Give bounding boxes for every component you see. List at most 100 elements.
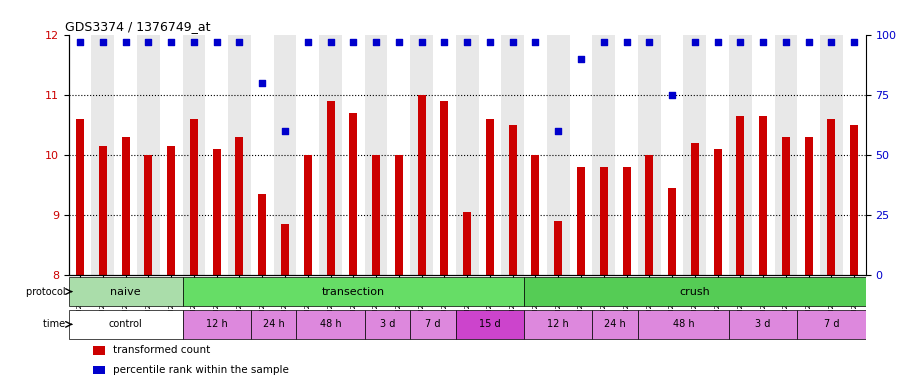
Point bbox=[619, 39, 634, 45]
Point bbox=[391, 39, 406, 45]
Bar bbox=[297, 35, 319, 275]
Bar bbox=[190, 119, 198, 275]
Bar bbox=[524, 35, 547, 275]
Bar bbox=[433, 35, 456, 275]
Point bbox=[369, 39, 384, 45]
Bar bbox=[395, 155, 403, 275]
Bar bbox=[501, 35, 524, 275]
Point bbox=[756, 39, 770, 45]
Text: 48 h: 48 h bbox=[672, 319, 694, 329]
Point bbox=[710, 39, 725, 45]
Point bbox=[642, 39, 657, 45]
Bar bbox=[577, 167, 585, 275]
Bar bbox=[623, 167, 630, 275]
Point bbox=[529, 39, 543, 45]
Bar bbox=[387, 35, 410, 275]
Bar bbox=[759, 116, 767, 275]
Bar bbox=[93, 366, 104, 374]
Text: 7 d: 7 d bbox=[823, 319, 839, 329]
Bar bbox=[524, 277, 866, 306]
Bar bbox=[593, 310, 638, 339]
Point bbox=[323, 39, 338, 45]
Bar bbox=[827, 119, 835, 275]
Point bbox=[141, 39, 156, 45]
Text: GDS3374 / 1376749_at: GDS3374 / 1376749_at bbox=[65, 20, 210, 33]
Bar bbox=[122, 137, 129, 275]
Point bbox=[95, 39, 110, 45]
Bar bbox=[410, 35, 433, 275]
Bar bbox=[76, 119, 84, 275]
Bar bbox=[182, 310, 251, 339]
Bar bbox=[92, 35, 114, 275]
Bar bbox=[418, 95, 426, 275]
Bar bbox=[797, 310, 866, 339]
Bar bbox=[463, 212, 471, 275]
Bar bbox=[547, 35, 570, 275]
Bar bbox=[616, 35, 638, 275]
Point bbox=[300, 39, 315, 45]
Text: transection: transection bbox=[322, 286, 385, 296]
Bar bbox=[327, 101, 334, 275]
Point bbox=[278, 128, 292, 134]
Point bbox=[414, 39, 429, 45]
Point bbox=[483, 39, 497, 45]
Text: control: control bbox=[109, 319, 143, 329]
Bar bbox=[752, 35, 775, 275]
Point bbox=[232, 39, 246, 45]
Bar bbox=[729, 35, 752, 275]
Bar bbox=[137, 35, 159, 275]
Bar bbox=[660, 35, 683, 275]
Bar bbox=[297, 310, 365, 339]
Bar bbox=[410, 310, 456, 339]
Bar bbox=[213, 149, 221, 275]
Point bbox=[210, 39, 224, 45]
Bar bbox=[365, 35, 387, 275]
Bar bbox=[145, 155, 152, 275]
Point bbox=[688, 39, 703, 45]
Bar bbox=[820, 35, 843, 275]
Bar bbox=[691, 143, 699, 275]
Point bbox=[779, 39, 793, 45]
Bar bbox=[69, 277, 182, 306]
Bar bbox=[638, 310, 729, 339]
Bar bbox=[235, 137, 244, 275]
Point bbox=[665, 92, 680, 98]
Text: 24 h: 24 h bbox=[263, 319, 285, 329]
Text: protocol: protocol bbox=[26, 286, 69, 296]
Bar bbox=[600, 167, 607, 275]
Bar bbox=[668, 188, 676, 275]
Text: 3 d: 3 d bbox=[756, 319, 771, 329]
Text: naive: naive bbox=[110, 286, 141, 296]
Point bbox=[847, 39, 862, 45]
Bar bbox=[638, 35, 660, 275]
Text: 7 d: 7 d bbox=[425, 319, 441, 329]
Bar bbox=[729, 310, 797, 339]
Point bbox=[164, 39, 179, 45]
Point bbox=[255, 79, 269, 86]
Bar bbox=[251, 310, 297, 339]
Point bbox=[72, 39, 87, 45]
Bar bbox=[570, 35, 593, 275]
Text: 24 h: 24 h bbox=[605, 319, 626, 329]
Bar bbox=[683, 35, 706, 275]
Text: 12 h: 12 h bbox=[548, 319, 569, 329]
Point bbox=[506, 39, 520, 45]
Bar bbox=[99, 146, 107, 275]
Bar bbox=[274, 35, 297, 275]
Bar bbox=[205, 35, 228, 275]
Bar bbox=[93, 346, 104, 354]
Text: transformed count: transformed count bbox=[113, 345, 210, 355]
Bar bbox=[114, 35, 137, 275]
Point bbox=[346, 39, 361, 45]
Bar bbox=[797, 35, 820, 275]
Bar bbox=[182, 35, 205, 275]
Bar bbox=[372, 155, 380, 275]
Point bbox=[551, 128, 565, 134]
Bar bbox=[805, 137, 812, 275]
Text: percentile rank within the sample: percentile rank within the sample bbox=[113, 365, 289, 375]
Bar bbox=[228, 35, 251, 275]
Text: 12 h: 12 h bbox=[206, 319, 227, 329]
Bar bbox=[319, 35, 342, 275]
Bar bbox=[775, 35, 797, 275]
Bar bbox=[486, 119, 494, 275]
